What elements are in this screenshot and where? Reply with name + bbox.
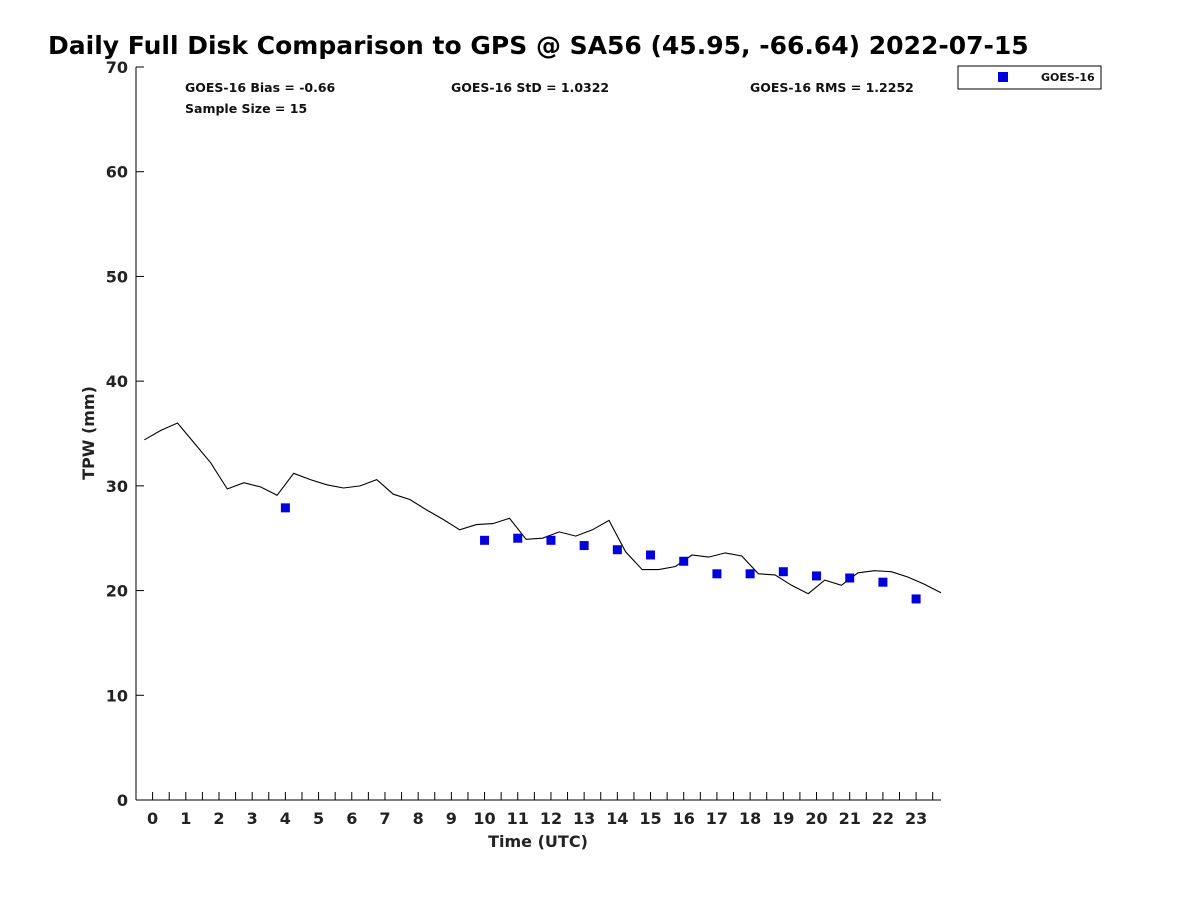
rms-stat: GOES-16 RMS = 1.2252 <box>750 80 914 95</box>
y-tick-label: 20 <box>106 582 128 601</box>
x-tick-label: 18 <box>739 809 761 828</box>
x-tick-label: 6 <box>346 809 357 828</box>
chart-title: Daily Full Disk Comparison to GPS @ SA56… <box>48 31 1029 60</box>
goes16-point <box>812 571 822 581</box>
x-tick-label: 22 <box>872 809 894 828</box>
goes16-point <box>612 545 622 555</box>
x-tick-label: 7 <box>379 809 390 828</box>
goes16-point <box>480 535 490 545</box>
x-tick-label: 15 <box>639 809 661 828</box>
legend-marker <box>998 72 1008 82</box>
goes16-point <box>546 535 556 545</box>
legend: GOES-16 <box>957 65 1102 90</box>
x-tick-label: 12 <box>540 809 562 828</box>
sample-size-stat: Sample Size = 15 <box>185 101 307 116</box>
x-tick-label: 10 <box>473 809 495 828</box>
x-tick-label: 3 <box>247 809 258 828</box>
x-tick-label: 13 <box>573 809 595 828</box>
x-tick-label: 1 <box>180 809 191 828</box>
x-tick-label: 20 <box>805 809 827 828</box>
goes16-point <box>878 577 888 587</box>
goes16-point <box>712 569 722 579</box>
y-tick-label: 30 <box>106 477 128 496</box>
y-tick-label: 0 <box>117 791 128 810</box>
x-tick-label: 9 <box>446 809 457 828</box>
goes16-point <box>745 569 755 579</box>
goes16-points <box>280 503 921 604</box>
y-axis-ticks: 0 10 20 30 40 50 60 70 <box>106 58 144 810</box>
y-tick-label: 70 <box>106 58 128 77</box>
x-tick-label: 21 <box>839 809 861 828</box>
y-tick-label: 40 <box>106 372 128 391</box>
bias-stat: GOES-16 Bias = -0.66 <box>185 80 336 95</box>
std-stat: GOES-16 StD = 1.0322 <box>451 80 609 95</box>
x-tick-label: 14 <box>606 809 628 828</box>
y-tick-label: 50 <box>106 267 128 286</box>
legend-label: GOES-16 <box>1041 71 1095 84</box>
x-tick-label: 17 <box>706 809 728 828</box>
plot-frame <box>136 67 941 800</box>
stats-annotations: GOES-16 Bias = -0.66 Sample Size = 15 GO… <box>185 80 914 116</box>
goes16-point <box>679 556 689 566</box>
goes16-point <box>579 541 589 551</box>
gps-reference-line <box>144 422 942 595</box>
goes16-point <box>646 550 656 560</box>
x-tick-label: 2 <box>213 809 224 828</box>
x-axis-label: Time (UTC) <box>488 832 588 851</box>
x-axis-ticks: 0 1 2 3 4 5 6 7 8 9 10 11 12 13 14 15 16 17 18 19 20 21 22 23 <box>147 792 934 828</box>
x-tick-label: 0 <box>147 809 158 828</box>
y-axis-label: TPW (mm) <box>79 386 98 480</box>
x-tick-label: 16 <box>673 809 695 828</box>
x-tick-label: 11 <box>507 809 529 828</box>
x-tick-label: 5 <box>313 809 324 828</box>
goes16-point <box>778 567 788 577</box>
x-tick-label: 4 <box>280 809 291 828</box>
y-tick-label: 10 <box>106 686 128 705</box>
legend-box <box>957 65 1102 90</box>
goes16-point <box>280 503 290 513</box>
x-tick-label: 8 <box>413 809 424 828</box>
x-tick-label: 23 <box>905 809 927 828</box>
goes16-point <box>845 573 855 583</box>
plot-area <box>135 67 941 801</box>
goes16-point <box>911 594 921 604</box>
goes16-point <box>513 533 523 543</box>
y-tick-label: 60 <box>106 163 128 182</box>
x-tick-label: 19 <box>772 809 794 828</box>
